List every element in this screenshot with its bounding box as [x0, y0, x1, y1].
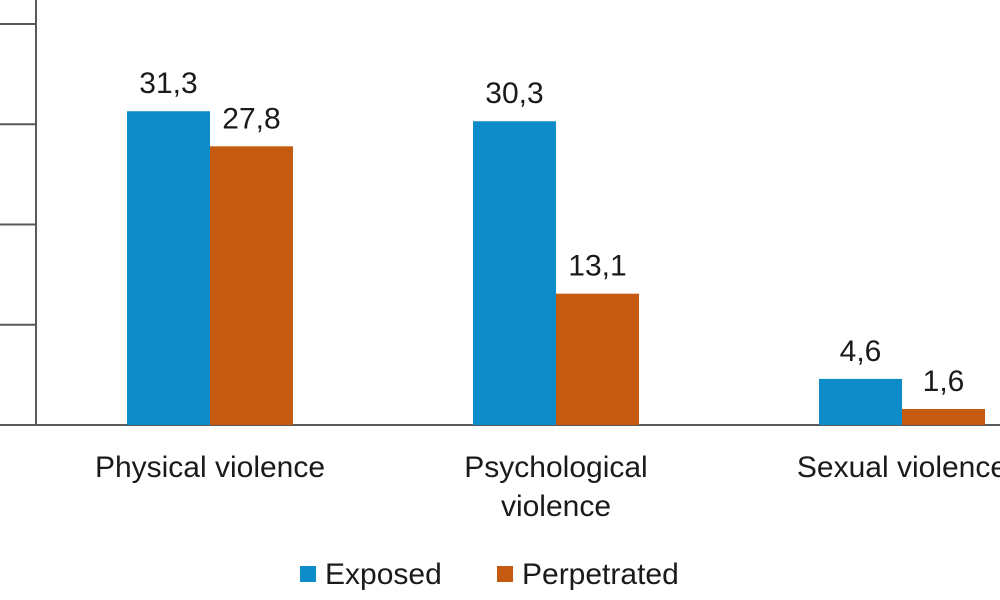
category-label-line: Psychological: [464, 451, 647, 484]
bar-exposed-0: [127, 111, 210, 425]
legend-label-exposed: Exposed: [325, 558, 442, 591]
chart-bars: [127, 111, 985, 426]
bar-exposed-2: [819, 378, 902, 425]
chart-category-labels: Physical violence Psychological violence Se…: [95, 451, 1000, 523]
category-label-0: Physical violence: [95, 451, 325, 484]
category-label-line: Physical violence: [95, 451, 325, 484]
category-label-line: violence: [501, 490, 611, 523]
legend-swatch-perpetrated: [497, 566, 513, 582]
bar-perpetrated-0: [210, 146, 293, 425]
bar-exposed-1: [473, 121, 556, 426]
value-label-exposed-0: 31,3: [139, 67, 197, 100]
bar-perpetrated-1: [556, 293, 639, 425]
legend-swatch-exposed: [300, 566, 316, 582]
bar-perpetrated-2: [902, 408, 985, 425]
chart-value-labels: 31,3 30,3 4,6 27,8 13,1 1,6: [139, 67, 964, 398]
value-label-exposed-2: 4,6: [840, 335, 882, 368]
category-label-1: Psychological violence: [464, 451, 647, 523]
legend-label-perpetrated: Perpetrated: [522, 558, 679, 591]
value-label-perpetrated-1: 13,1: [568, 250, 626, 283]
value-label-exposed-1: 30,3: [485, 77, 543, 110]
value-label-perpetrated-0: 27,8: [222, 102, 280, 135]
category-label-2: Sexual violence: [797, 451, 1000, 484]
chart-legend: Exposed Perpetrated: [300, 558, 679, 591]
category-label-line: Sexual violence: [797, 451, 1000, 484]
value-label-perpetrated-2: 1,6: [923, 365, 965, 398]
